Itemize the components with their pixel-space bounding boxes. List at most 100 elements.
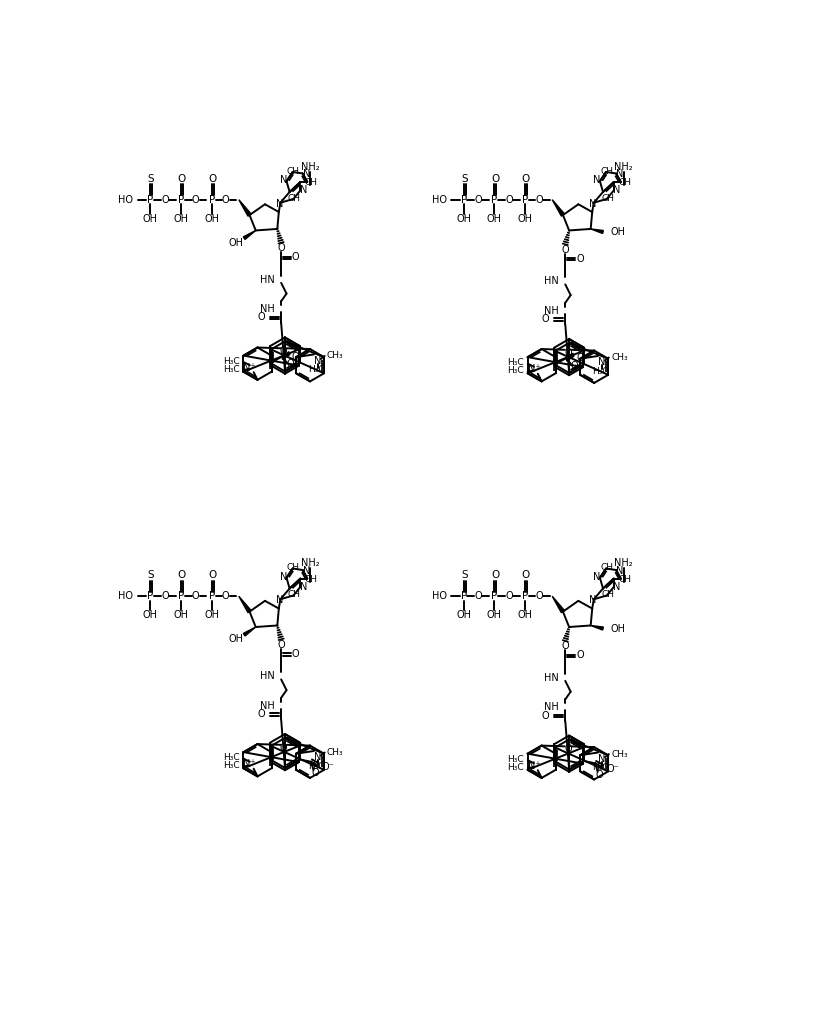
Text: O: O bbox=[292, 649, 299, 659]
Text: O⁻: O⁻ bbox=[576, 353, 589, 363]
Text: NH₂: NH₂ bbox=[614, 161, 633, 172]
Text: CH: CH bbox=[618, 574, 631, 584]
Text: O: O bbox=[491, 174, 499, 184]
Text: P: P bbox=[522, 591, 528, 601]
Text: N⁺: N⁺ bbox=[243, 759, 256, 769]
Text: OH: OH bbox=[487, 611, 502, 620]
Text: O: O bbox=[277, 243, 285, 254]
Text: O: O bbox=[280, 743, 287, 752]
Text: N⁺: N⁺ bbox=[243, 362, 256, 373]
Text: O: O bbox=[208, 570, 217, 581]
Polygon shape bbox=[239, 596, 251, 613]
Text: NH₂: NH₂ bbox=[614, 558, 633, 568]
Text: O⁻: O⁻ bbox=[606, 764, 619, 774]
Text: HN: HN bbox=[544, 673, 559, 683]
Text: O: O bbox=[596, 770, 603, 779]
Polygon shape bbox=[552, 596, 565, 613]
Text: NH: NH bbox=[544, 702, 559, 712]
Text: CH: CH bbox=[601, 590, 614, 599]
Text: P: P bbox=[209, 591, 215, 601]
Text: N: N bbox=[280, 175, 287, 185]
Text: P: P bbox=[178, 591, 184, 601]
Text: O: O bbox=[576, 254, 583, 264]
Text: N: N bbox=[598, 753, 605, 764]
Text: H₃C: H₃C bbox=[223, 761, 240, 770]
Text: P: P bbox=[460, 195, 467, 205]
Text: O: O bbox=[561, 244, 569, 255]
Text: O: O bbox=[178, 174, 186, 184]
Text: N: N bbox=[616, 170, 623, 179]
Text: OH: OH bbox=[229, 634, 244, 645]
Text: N⁺: N⁺ bbox=[528, 364, 540, 374]
Text: H₃C: H₃C bbox=[592, 764, 609, 772]
Text: P: P bbox=[460, 591, 467, 601]
Text: O: O bbox=[542, 711, 549, 720]
Text: HO: HO bbox=[118, 195, 133, 205]
Text: O: O bbox=[474, 195, 482, 205]
Text: N: N bbox=[613, 582, 620, 592]
Text: CH: CH bbox=[288, 194, 301, 203]
Text: S: S bbox=[148, 570, 154, 581]
Text: O: O bbox=[564, 348, 572, 358]
Text: O: O bbox=[178, 570, 186, 581]
Text: O: O bbox=[535, 591, 543, 601]
Text: CH: CH bbox=[601, 563, 614, 572]
Text: O: O bbox=[257, 709, 265, 719]
Text: O: O bbox=[161, 195, 169, 205]
Text: H₃C: H₃C bbox=[508, 763, 524, 772]
Text: CH: CH bbox=[288, 590, 301, 599]
Text: O: O bbox=[192, 195, 199, 205]
Text: O: O bbox=[292, 253, 299, 263]
Text: CH₃: CH₃ bbox=[327, 352, 344, 360]
Text: S: S bbox=[148, 174, 154, 184]
Text: OH: OH bbox=[517, 214, 533, 224]
Text: P: P bbox=[491, 195, 498, 205]
Text: HO: HO bbox=[432, 195, 446, 205]
Polygon shape bbox=[243, 627, 255, 635]
Text: S: S bbox=[461, 570, 468, 581]
Text: OH: OH bbox=[143, 611, 157, 620]
Text: O: O bbox=[474, 591, 482, 601]
Text: OH: OH bbox=[204, 611, 220, 620]
Text: O: O bbox=[208, 174, 217, 184]
Text: O: O bbox=[192, 591, 199, 601]
Text: O: O bbox=[505, 195, 513, 205]
Text: OH: OH bbox=[610, 227, 626, 237]
Text: H₃C: H₃C bbox=[508, 755, 524, 764]
Text: H₃C: H₃C bbox=[223, 364, 240, 374]
Text: H₃C: H₃C bbox=[223, 357, 240, 365]
Text: O: O bbox=[522, 174, 530, 184]
Text: OH: OH bbox=[143, 214, 157, 224]
Text: N: N bbox=[598, 357, 605, 367]
Text: N: N bbox=[303, 170, 310, 179]
Text: H₃C: H₃C bbox=[308, 365, 325, 375]
Text: OH: OH bbox=[517, 611, 533, 620]
Text: OH: OH bbox=[487, 214, 502, 224]
Text: N: N bbox=[280, 572, 287, 582]
Text: O: O bbox=[280, 347, 287, 356]
Text: P: P bbox=[491, 591, 498, 601]
Text: O: O bbox=[576, 651, 583, 660]
Text: O: O bbox=[286, 359, 294, 369]
Text: O: O bbox=[542, 314, 549, 324]
Text: CH: CH bbox=[601, 194, 614, 203]
Polygon shape bbox=[591, 625, 603, 630]
Text: OH: OH bbox=[174, 611, 188, 620]
Text: NH: NH bbox=[260, 701, 275, 711]
Polygon shape bbox=[552, 200, 565, 216]
Text: O: O bbox=[570, 361, 579, 371]
Text: NH: NH bbox=[544, 305, 559, 316]
Text: CH: CH bbox=[287, 563, 300, 572]
Text: CH: CH bbox=[304, 178, 317, 187]
Text: N: N bbox=[613, 185, 620, 196]
Text: HO: HO bbox=[432, 591, 446, 601]
Text: H₃C: H₃C bbox=[223, 753, 240, 763]
Text: CH₃: CH₃ bbox=[327, 748, 344, 757]
Text: P: P bbox=[522, 195, 528, 205]
Text: OH: OH bbox=[610, 623, 626, 633]
Text: CH: CH bbox=[287, 167, 300, 176]
Text: H₃C: H₃C bbox=[308, 762, 325, 771]
Text: OH: OH bbox=[204, 214, 220, 224]
Polygon shape bbox=[591, 229, 603, 234]
Text: O⁻: O⁻ bbox=[292, 352, 304, 362]
